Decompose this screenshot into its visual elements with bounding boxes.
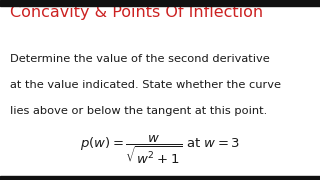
Text: Determine the value of the second derivative: Determine the value of the second deriva…: [10, 54, 269, 64]
Text: $p(w) = \dfrac{w}{\sqrt{w^2+1}}\ \mathrm{at}\ w = 3$: $p(w) = \dfrac{w}{\sqrt{w^2+1}}\ \mathrm…: [80, 133, 240, 166]
Text: at the value indicated. State whether the curve: at the value indicated. State whether th…: [10, 80, 281, 90]
Text: lies above or below the tangent at this point.: lies above or below the tangent at this …: [10, 106, 267, 116]
Text: Concavity & Points Of Inflection: Concavity & Points Of Inflection: [10, 5, 263, 20]
